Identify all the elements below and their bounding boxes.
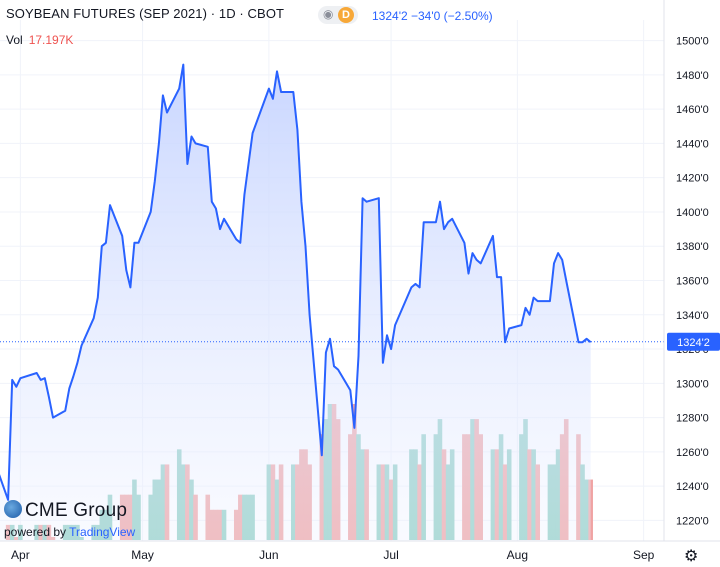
volume-label: Vol (6, 33, 23, 47)
visibility-toggle[interactable]: ◉ D (318, 6, 358, 24)
logo-text: CME Group (25, 500, 128, 521)
chart-header: SOYBEAN FUTURES (SEP 2021) · 1D · CBOT (6, 6, 284, 21)
delayed-badge: D (338, 7, 354, 23)
gear-icon[interactable]: ⚙ (684, 548, 699, 565)
x-tick-label: Apr (11, 548, 30, 562)
price-axis[interactable]: 1220'01240'01260'01280'01300'01320'01340… (663, 0, 709, 541)
x-tick-label: Aug (507, 548, 528, 562)
y-tick-label: 1240'0 (676, 481, 709, 493)
x-tick-label: Jun (259, 548, 278, 562)
last-price-text: 1324'2 (677, 337, 710, 349)
eye-icon[interactable]: ◉ (323, 7, 334, 21)
x-tick-label: Jul (383, 548, 398, 562)
tradingview-link[interactable]: TradingView (69, 525, 136, 539)
cme-logo: CME Group powered by TradingView (4, 500, 135, 539)
y-tick-label: 1440'0 (676, 138, 709, 150)
time-axis[interactable]: Apr May Jun Jul Aug Sep (0, 540, 720, 562)
y-tick-label: 1300'0 (676, 378, 709, 390)
y-tick-label: 1220'0 (676, 515, 709, 527)
y-tick-label: 1420'0 (676, 173, 709, 185)
price-line (0, 63, 592, 501)
x-tick-label: Sep (633, 548, 655, 562)
y-tick-label: 1460'0 (676, 104, 709, 116)
y-tick-label: 1500'0 (676, 36, 709, 48)
price-quote: 1324'2 −34'0 (−2.50%) (372, 9, 493, 23)
x-tick-label: May (131, 548, 154, 562)
y-tick-label: 1260'0 (676, 447, 709, 459)
y-tick-label: 1480'0 (676, 70, 709, 82)
y-tick-label: 1280'0 (676, 413, 709, 425)
powered-by-text: powered by (4, 525, 67, 539)
price-area (0, 64, 591, 541)
volume-legend: Vol 17.197K (6, 33, 73, 47)
powered-by: powered by TradingView (4, 525, 135, 539)
y-tick-label: 1380'0 (676, 241, 709, 253)
last-price-label: 1324'2 (667, 332, 720, 351)
y-tick-label: 1360'0 (676, 276, 709, 288)
volume-value: 17.197K (28, 33, 74, 47)
y-tick-label: 1340'0 (676, 310, 709, 322)
globe-icon (4, 500, 22, 518)
symbol-title[interactable]: SOYBEAN FUTURES (SEP 2021) · 1D · CBOT (6, 6, 285, 21)
y-tick-label: 1400'0 (676, 207, 709, 219)
